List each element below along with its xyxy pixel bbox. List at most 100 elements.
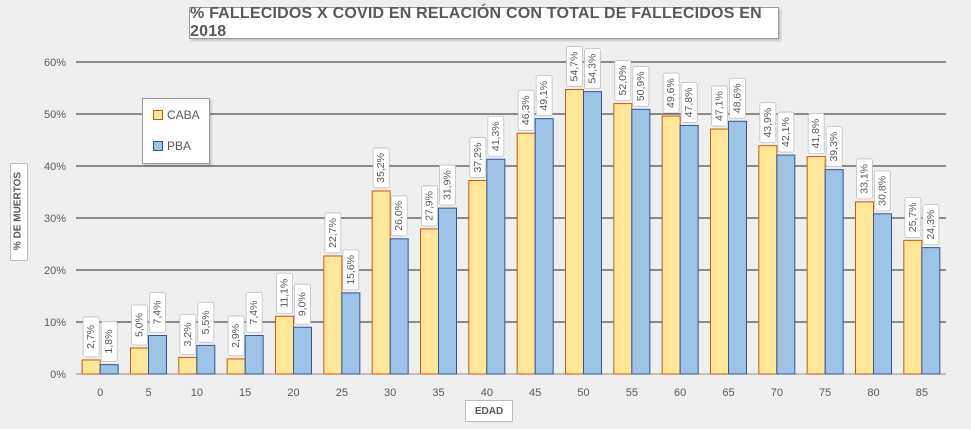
data-label: 52,0%: [617, 66, 629, 96]
data-label: 35,2%: [375, 153, 387, 183]
data-label-group: 5,5%: [197, 301, 215, 343]
data-label: 15,6%: [345, 255, 357, 285]
x-tick-label: 20: [287, 387, 299, 399]
data-label: 2,7%: [85, 325, 97, 349]
data-label: 7,4%: [248, 301, 260, 325]
chart-title: % FALLECIDOS X COVID EN RELACIÓN CON TOT…: [189, 5, 779, 40]
bar-pba: [921, 247, 941, 375]
data-label-box: [227, 315, 245, 357]
data-label-box: [584, 48, 601, 90]
y-tick-label: 60%: [44, 57, 66, 69]
data-label-group: 5,0%: [131, 304, 148, 346]
x-tick-label: 80: [867, 387, 879, 399]
data-label-group: 2,7%: [82, 316, 100, 358]
data-label: 37,2%: [472, 143, 484, 173]
x-tick-label: 10: [191, 387, 203, 399]
data-label-box: [179, 313, 197, 355]
x-tick-label: 55: [626, 387, 638, 399]
data-label: 31,9%: [442, 170, 454, 200]
data-label: 5,5%: [200, 310, 212, 334]
data-label-group: 7,4%: [245, 292, 263, 333]
data-label-box: [825, 126, 843, 168]
x-tick-label: 0: [97, 387, 103, 399]
bar-caba: [275, 315, 294, 375]
data-label-group: 50,9%: [632, 65, 650, 107]
legend: CABA PBA: [142, 98, 210, 164]
data-label-group: 54,3%: [584, 48, 601, 90]
data-label: 26,0%: [393, 201, 405, 231]
data-label-group: 33,1%: [856, 158, 873, 200]
x-tick-label: 45: [529, 387, 541, 399]
bar-caba: [323, 255, 343, 375]
x-tick-label: 70: [771, 387, 783, 399]
data-label-box: [276, 272, 293, 314]
bar-pba: [631, 108, 651, 375]
y-tick-label: 0%: [50, 369, 66, 381]
x-tick-label: 75: [819, 387, 831, 399]
data-label-box: [372, 147, 390, 189]
data-label-group: 2,9%: [227, 315, 245, 357]
data-label: 50,9%: [635, 71, 647, 101]
data-label-box: [294, 283, 311, 325]
x-tick-label: 60: [674, 387, 686, 399]
data-label: 7,4%: [152, 301, 164, 325]
data-label-box: [535, 75, 553, 117]
data-label-box: [566, 46, 583, 87]
data-label-box: [632, 65, 650, 107]
bar-pba: [99, 364, 119, 375]
data-label-box: [856, 158, 873, 200]
data-label-group: 39,3%: [825, 126, 843, 168]
data-label-group: 31,9%: [439, 164, 456, 206]
x-tick-label: 15: [239, 387, 251, 399]
data-label-group: 27,9%: [421, 185, 438, 227]
bar-pba: [824, 169, 844, 375]
data-label-box: [777, 111, 795, 153]
data-label-box: [149, 292, 166, 333]
data-label: 47,1%: [714, 91, 726, 121]
data-label-group: 43,9%: [759, 102, 777, 144]
bar-caba: [565, 89, 584, 375]
data-label-box: [82, 316, 100, 358]
data-label-group: 25,7%: [904, 196, 922, 238]
y-tick-label: 30%: [44, 213, 66, 225]
bar-caba: [130, 347, 149, 375]
legend-item-pba: PBA: [153, 139, 191, 153]
data-label: 2,9%: [230, 324, 242, 348]
data-label: 41,3%: [490, 121, 502, 151]
data-label-group: 9,0%: [294, 283, 311, 325]
data-label-box: [439, 164, 456, 206]
data-label-box: [807, 113, 825, 155]
data-label-group: 35,2%: [372, 147, 390, 189]
bar-pba: [873, 213, 892, 375]
bar-pba: [679, 124, 699, 375]
data-label-group: 22,7%: [324, 212, 342, 254]
data-label: 46,3%: [520, 95, 532, 125]
data-label-box: [759, 102, 777, 144]
bar-pba: [196, 344, 216, 375]
data-label-box: [324, 212, 342, 254]
bar-pba: [728, 120, 747, 375]
bar-caba: [613, 103, 633, 375]
data-label: 24,3%: [925, 210, 937, 240]
data-label-group: 52,0%: [614, 60, 632, 101]
data-label-group: 48,6%: [729, 77, 746, 119]
data-label: 25,7%: [907, 202, 919, 232]
y-tick-label: 50%: [44, 109, 66, 121]
data-label-group: 49,1%: [535, 75, 553, 117]
x-tick-label: 85: [916, 387, 928, 399]
data-label: 30,8%: [877, 176, 889, 206]
data-label-group: 26,0%: [390, 195, 408, 237]
bar-caba: [516, 132, 536, 375]
bar-pba: [583, 91, 602, 375]
y-tick-label: 40%: [44, 161, 66, 173]
legend-label-pba: PBA: [167, 139, 192, 153]
bar-pba: [389, 238, 409, 375]
data-label-group: 42,1%: [777, 111, 795, 153]
data-label-box: [390, 195, 408, 237]
data-label-group: 47,1%: [711, 85, 728, 127]
data-label: 27,9%: [424, 191, 436, 221]
data-label-box: [874, 170, 891, 212]
data-label-box: [922, 204, 940, 246]
